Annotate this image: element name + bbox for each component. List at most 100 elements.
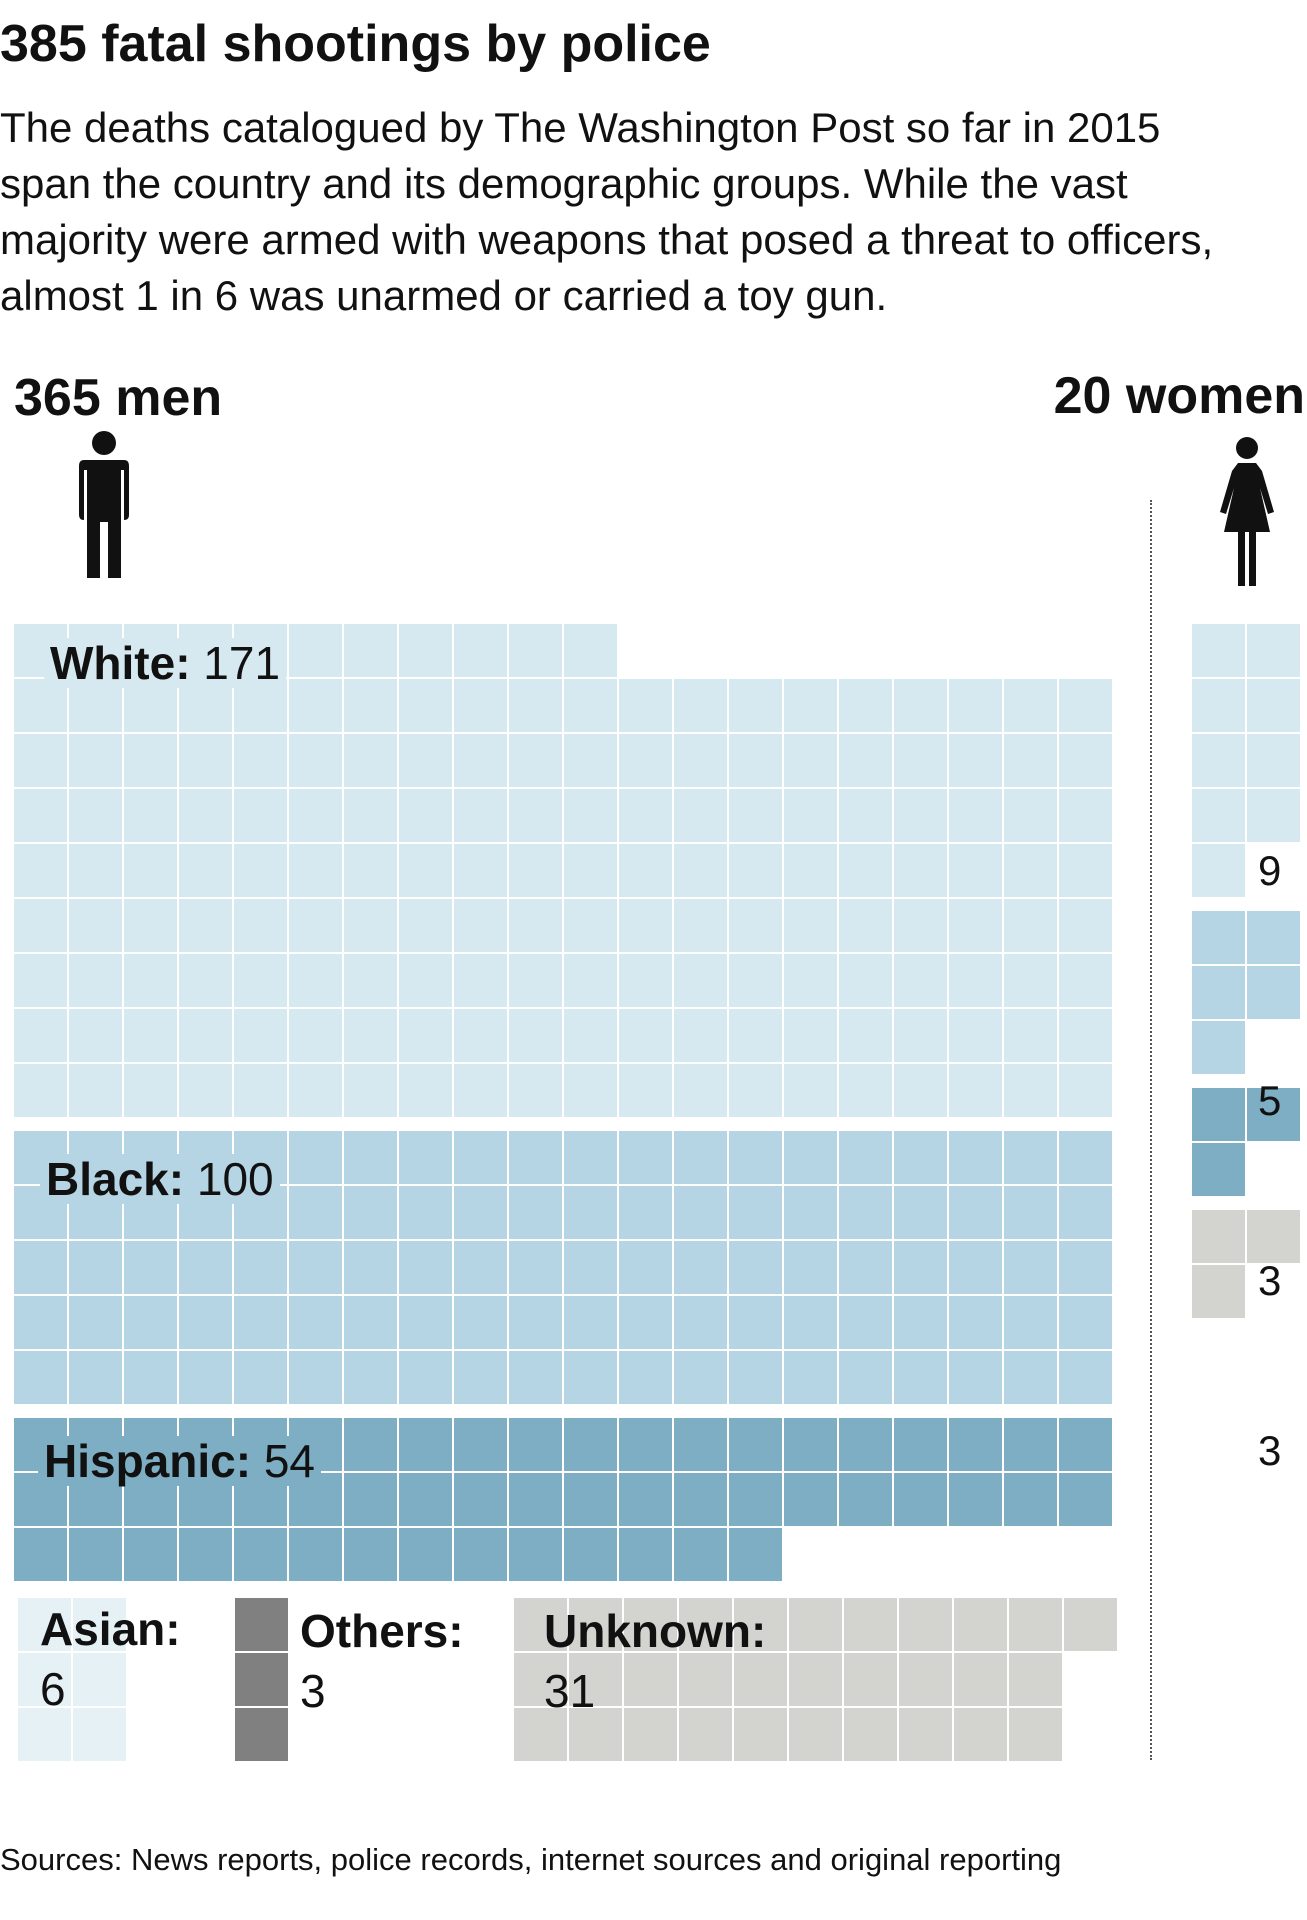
waffle-cell-women-hispanic (1192, 1143, 1245, 1196)
waffle-cell-men-white (564, 789, 617, 842)
waffle-cell-men-black (784, 1241, 837, 1294)
waffle-cell-men-white (564, 734, 617, 787)
waffle-cell-men-white (509, 734, 562, 787)
waffle-cell-men-white (69, 1064, 122, 1117)
waffle-cell-women-white (1192, 734, 1245, 787)
waffle-cell-men-hispanic (399, 1418, 452, 1471)
waffle-cell-men-black (399, 1131, 452, 1184)
waffle-cell-men-white (894, 789, 947, 842)
waffle-cell-men-black (1059, 1296, 1112, 1349)
label-others: Others: 3 (300, 1605, 464, 1717)
waffle-cell-women-hispanic (1247, 1088, 1300, 1141)
waffle-cell-women-unknown (1192, 1210, 1245, 1263)
waffle-cell-men-white (894, 734, 947, 787)
waffle-cell-men-white (454, 734, 507, 787)
waffle-cell-women-hispanic (1192, 1088, 1245, 1141)
waffle-cell-men-white (454, 1064, 507, 1117)
waffle-cell-men-white (14, 899, 67, 952)
waffle-cell-men-black (949, 1131, 1002, 1184)
women-hispanic-count: 3 (1258, 1257, 1282, 1304)
waffle-cell-men-white (399, 624, 452, 677)
waffle-cell-men-white (289, 789, 342, 842)
waffle-cell-men-white (949, 1064, 1002, 1117)
waffle-cell-men-unknown (679, 1653, 732, 1706)
waffle-cell-men-white (234, 899, 287, 952)
waffle-cell-men-black (1004, 1241, 1057, 1294)
women-count-heading: 20 women (1053, 367, 1305, 425)
waffle-cell-men-white (784, 899, 837, 952)
waffle-cell-men-white (1004, 789, 1057, 842)
waffle-cell-men-black (674, 1131, 727, 1184)
waffle-cell-men-white (124, 1009, 177, 1062)
waffle-cell-men-white (234, 1009, 287, 1062)
men-count-heading: 365 men (14, 369, 223, 427)
waffle-cell-men-black (1059, 1351, 1112, 1404)
waffle-cell-men-hispanic (729, 1528, 782, 1581)
waffle-cell-men-black (1059, 1186, 1112, 1239)
waffle-cell-men-white (1004, 954, 1057, 1007)
waffle-cell-men-white (674, 679, 727, 732)
waffle-cell-men-unknown (624, 1598, 677, 1651)
waffle-cell-men-white (344, 624, 397, 677)
waffle-cell-men-hispanic (454, 1418, 507, 1471)
label-asian: Asian: 6 (40, 1603, 181, 1715)
label-hispanic: Hispanic: 54 (38, 1436, 321, 1486)
waffle-cell-men-black (784, 1131, 837, 1184)
waffle-cell-men-white (619, 954, 672, 1007)
waffle-cell-men-hispanic (839, 1473, 892, 1526)
waffle-cell-men-black (509, 1131, 562, 1184)
waffle-cell-men-hispanic (179, 1528, 232, 1581)
waffle-cell-men-white (454, 624, 507, 677)
waffle-cell-men-white (344, 1009, 397, 1062)
waffle-cell-men-asian (73, 1653, 126, 1706)
waffle-cell-men-white (69, 954, 122, 1007)
chart-title: 385 fatal shootings by police (0, 15, 711, 73)
waffle-cell-men-black (894, 1186, 947, 1239)
waffle-cell-men-black (69, 1296, 122, 1349)
waffle-cell-men-white (234, 954, 287, 1007)
waffle-cell-men-white (784, 1064, 837, 1117)
waffle-cell-men-unknown (514, 1653, 567, 1706)
waffle-cell-men-white (509, 789, 562, 842)
waffle-cell-men-hispanic (399, 1473, 452, 1526)
waffle-cell-women-unknown (1192, 1265, 1245, 1318)
waffle-cell-men-unknown (569, 1653, 622, 1706)
waffle-cell-men-black (289, 1296, 342, 1349)
waffle-cell-men-black (399, 1241, 452, 1294)
waffle-cell-men-white (729, 734, 782, 787)
waffle-cell-men-unknown (679, 1708, 732, 1761)
waffle-cell-men-white (399, 1064, 452, 1117)
waffle-cell-men-black (234, 1241, 287, 1294)
waffle-cell-men-unknown (514, 1598, 567, 1651)
waffle-cell-men-hispanic (509, 1528, 562, 1581)
waffle-cell-men-unknown (789, 1708, 842, 1761)
waffle-cell-men-white (1004, 1064, 1057, 1117)
waffle-cell-men-white (179, 954, 232, 1007)
waffle-cell-men-asian (73, 1708, 126, 1761)
waffle-cell-men-black (619, 1241, 672, 1294)
waffle-cell-men-black (839, 1131, 892, 1184)
waffle-cell-men-white (399, 954, 452, 1007)
waffle-cell-men-white (674, 1064, 727, 1117)
waffle-cell-men-white (454, 844, 507, 897)
women-white-count: 9 (1258, 847, 1282, 894)
label-unknown: Unknown: 31 (544, 1605, 767, 1717)
waffle-cell-men-white (729, 954, 782, 1007)
waffle-cell-men-black (674, 1296, 727, 1349)
waffle-cell-men-hispanic (1004, 1473, 1057, 1526)
waffle-cell-men-black (564, 1351, 617, 1404)
waffle-cell-men-hispanic (344, 1528, 397, 1581)
waffle-cell-men-white (344, 954, 397, 1007)
waffle-cell-women-black (1192, 911, 1245, 964)
waffle-cell-men-white (729, 789, 782, 842)
waffle-cell-men-white (454, 679, 507, 732)
waffle-cell-men-hispanic (14, 1528, 67, 1581)
waffle-cell-men-black (124, 1351, 177, 1404)
waffle-cell-men-black (839, 1186, 892, 1239)
waffle-cell-men-white (564, 844, 617, 897)
women-unknown-count: 3 (1258, 1427, 1282, 1474)
waffle-cell-men-black (509, 1296, 562, 1349)
waffle-cell-men-unknown (899, 1598, 952, 1651)
waffle-cell-men-unknown (734, 1708, 787, 1761)
